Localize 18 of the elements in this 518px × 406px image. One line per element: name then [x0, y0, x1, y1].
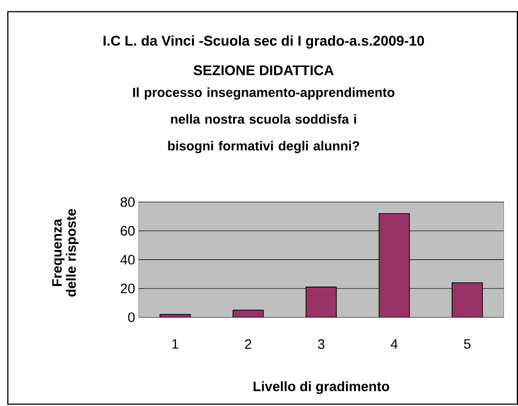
- chart-title: I.C L. da Vinci -Scuola sec di I grado-a.s.2009-10: [104, 35, 424, 49]
- y-tick-label: 60: [120, 226, 135, 236]
- y-tick-label: 40: [120, 254, 135, 264]
- chart-subtitle: SEZIONE DIDATTICA: [194, 65, 334, 76]
- x-tick-label: 3: [318, 339, 324, 349]
- x-tick-label: 4: [390, 339, 398, 349]
- x-tick-label: 5: [464, 339, 470, 349]
- bar: [378, 213, 410, 318]
- bar: [306, 286, 337, 318]
- x-tick-label: 1: [172, 339, 178, 349]
- text: Il processo insegnamento-apprendimento nella nostra scuola soddisfa i bisogni formativi degli alunni?: [133, 87, 394, 154]
- bar: [452, 282, 483, 318]
- y-tick-label: 0: [128, 312, 135, 322]
- y-axis-title: Frequenza delle risposte: [52, 208, 79, 296]
- y-tick-label: 80: [120, 197, 135, 207]
- x-tick-label: 2: [245, 339, 252, 349]
- y-tick-label: 20: [120, 284, 135, 294]
- x-axis-title: Livello di gradimento: [254, 381, 390, 394]
